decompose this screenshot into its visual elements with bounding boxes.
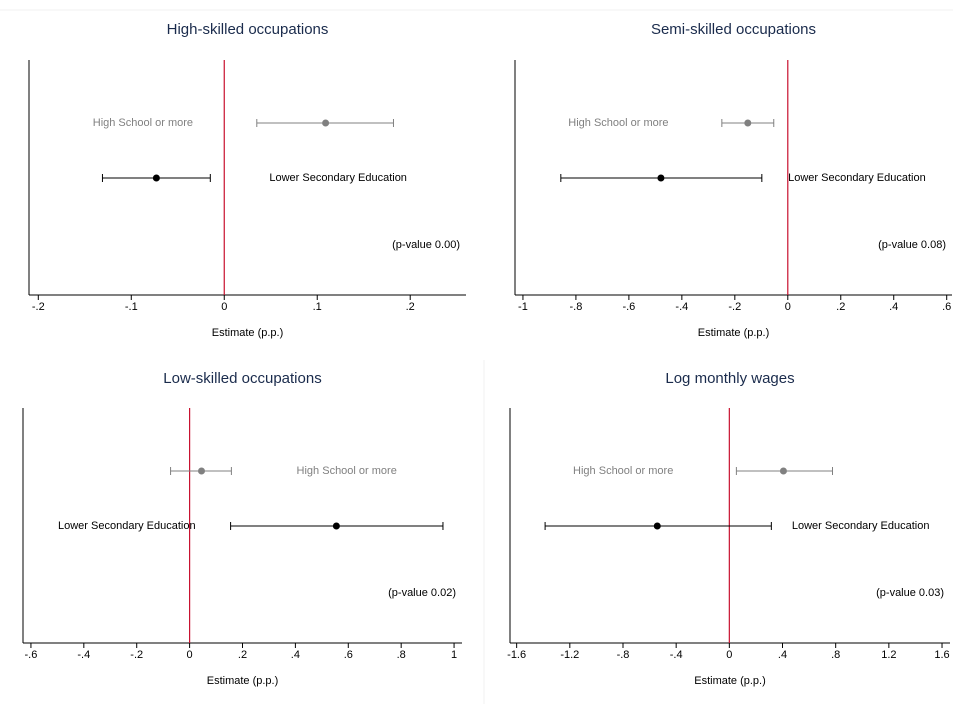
x-tick-label: -1.6 bbox=[507, 649, 526, 661]
x-tick-label: -.6 bbox=[25, 649, 38, 661]
series-label: High School or more bbox=[297, 465, 397, 477]
series-label: High School or more bbox=[568, 117, 668, 129]
point bbox=[779, 467, 787, 475]
x-tick-label: -1 bbox=[518, 301, 528, 313]
point bbox=[653, 522, 661, 530]
x-tick-label: 1.6 bbox=[934, 649, 949, 661]
x-tick-label: -.2 bbox=[728, 301, 741, 313]
point bbox=[322, 119, 330, 127]
x-tick-label: .2 bbox=[406, 301, 415, 313]
annotation: (p-value 0.02) bbox=[388, 587, 456, 599]
x-tick-label: .6 bbox=[942, 301, 951, 313]
series-label: Lower Secondary Education bbox=[58, 520, 196, 532]
series-label: High School or more bbox=[573, 465, 673, 477]
x-tick-label: .2 bbox=[836, 301, 845, 313]
point bbox=[744, 119, 752, 127]
x-tick-label: .2 bbox=[238, 649, 247, 661]
x-axis-label: Estimate (p.p.) bbox=[207, 675, 279, 687]
x-tick-label: .8 bbox=[831, 649, 840, 661]
x-tick-label: -.1 bbox=[125, 301, 138, 313]
x-tick-label: 0 bbox=[726, 649, 732, 661]
x-axis-label: Estimate (p.p.) bbox=[694, 675, 766, 687]
x-tick-label: -1.2 bbox=[560, 649, 579, 661]
x-tick-label: 0 bbox=[187, 649, 193, 661]
panel-title: Low-skilled occupations bbox=[163, 370, 321, 387]
x-tick-label: 1.2 bbox=[881, 649, 896, 661]
x-axis-label: Estimate (p.p.) bbox=[212, 327, 284, 339]
x-tick-label: 1 bbox=[451, 649, 457, 661]
x-tick-label: -.8 bbox=[617, 649, 630, 661]
x-tick-label: .1 bbox=[313, 301, 322, 313]
point bbox=[198, 467, 206, 475]
point bbox=[332, 522, 340, 530]
x-tick-label: .4 bbox=[778, 649, 787, 661]
x-axis-label: Estimate (p.p.) bbox=[698, 327, 770, 339]
series-label: Lower Secondary Education bbox=[269, 172, 407, 184]
x-tick-label: -.2 bbox=[130, 649, 143, 661]
x-tick-label: -.4 bbox=[670, 649, 683, 661]
series-label: Lower Secondary Education bbox=[792, 520, 930, 532]
point bbox=[657, 174, 665, 182]
x-tick-label: -.4 bbox=[675, 301, 688, 313]
series-label: High School or more bbox=[93, 117, 193, 129]
x-tick-label: -.6 bbox=[622, 301, 635, 313]
x-tick-label: -.8 bbox=[569, 301, 582, 313]
x-tick-label: .6 bbox=[344, 649, 353, 661]
x-tick-label: .4 bbox=[889, 301, 898, 313]
x-tick-label: -.2 bbox=[32, 301, 45, 313]
point bbox=[152, 174, 160, 182]
series-label: Lower Secondary Education bbox=[788, 172, 926, 184]
panel-title: Log monthly wages bbox=[665, 370, 794, 387]
annotation: (p-value 0.03) bbox=[876, 587, 944, 599]
annotation: (p-value 0.00) bbox=[392, 239, 460, 251]
panel-title: High-skilled occupations bbox=[167, 21, 329, 38]
x-tick-label: -.4 bbox=[77, 649, 90, 661]
x-tick-label: 0 bbox=[785, 301, 791, 313]
x-tick-label: 0 bbox=[221, 301, 227, 313]
x-tick-label: .4 bbox=[291, 649, 300, 661]
panel-title: Semi-skilled occupations bbox=[651, 21, 816, 38]
x-tick-label: .8 bbox=[397, 649, 406, 661]
annotation: (p-value 0.08) bbox=[878, 239, 946, 251]
